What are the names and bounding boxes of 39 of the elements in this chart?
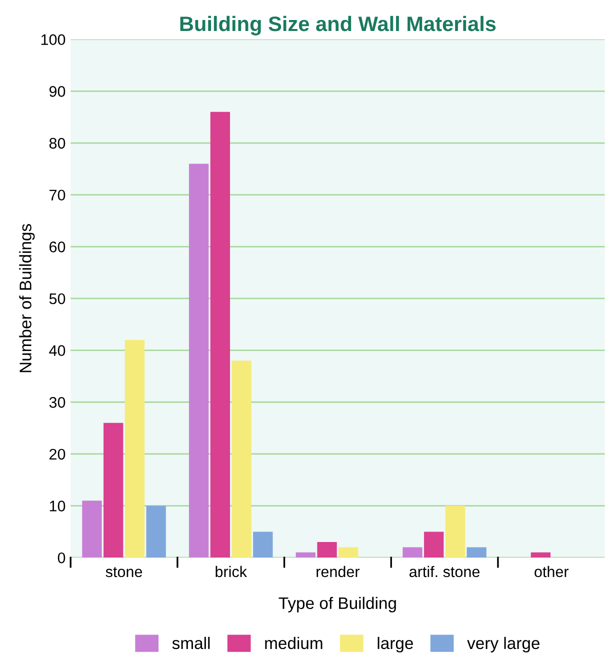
chart-title: Building Size and Wall Materials [180,16,496,36]
bar [188,164,209,558]
bar [445,506,466,558]
bar [466,547,486,558]
bar [210,112,230,558]
legend-label: very large [467,636,540,652]
y-tick-label: 10 [50,500,66,512]
y-tick-label: 90 [49,86,66,97]
bar [146,506,166,558]
y-tick-label: 50 [49,293,66,304]
legend-label: large [378,636,413,652]
bar [402,547,422,558]
y-axis-title: Number of Buildings [19,224,35,372]
bar [296,552,316,558]
bar [530,552,551,558]
x-tick-label: render [316,566,360,578]
bar [424,532,444,558]
bar [253,532,273,558]
legend-label: small [172,636,210,650]
x-tick-label: stone [106,567,142,578]
bar [232,360,252,558]
x-tick-label: artif. stone [410,566,480,578]
bar [317,542,337,558]
legend-label: medium [265,636,322,650]
y-tick-label: 40 [49,345,66,356]
y-tick-label: 100 [41,34,66,46]
y-tick-label: 70 [50,190,66,201]
x-tick-label: brick [216,566,248,578]
y-tick-label: 80 [49,138,66,149]
y-tick-label: 30 [49,396,66,408]
bar [104,422,124,558]
y-tick-label: 20 [50,448,66,460]
bar [338,547,358,558]
bar [124,340,145,558]
x-axis-title: Type of Building [278,596,396,612]
x-tick-label: other [534,566,569,578]
y-tick-label: 60 [50,242,66,252]
bar [82,500,102,558]
y-tick-label: 0 [58,552,66,564]
